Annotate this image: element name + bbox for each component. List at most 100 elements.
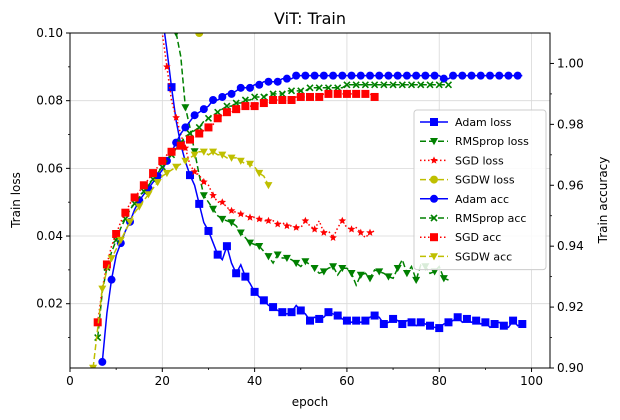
data-point: [278, 96, 287, 104]
data-point: [324, 89, 333, 98]
data-point: [319, 71, 328, 80]
legend-marker: [430, 194, 438, 203]
data-point: [343, 81, 351, 89]
data-point: [204, 114, 213, 122]
data-point: [380, 81, 388, 89]
data-point: [315, 314, 324, 323]
data-point: [297, 87, 305, 95]
data-point: [430, 268, 439, 276]
data-point: [518, 320, 527, 329]
data-point: [204, 226, 213, 235]
data-point: [209, 148, 218, 156]
data-point: [282, 74, 291, 83]
data-point: [264, 253, 273, 261]
data-point: [296, 306, 305, 315]
data-point: [264, 216, 273, 224]
data-point: [232, 99, 240, 107]
data-point: [199, 192, 208, 200]
data-point: [407, 318, 416, 327]
data-point: [306, 84, 314, 92]
data-point: [324, 84, 333, 92]
data-point: [190, 111, 199, 120]
marker-stroke: [435, 81, 443, 89]
marker-stroke: [251, 93, 259, 101]
data-point: [236, 229, 245, 237]
data-point: [310, 71, 319, 80]
data-point: [393, 71, 402, 80]
legend-marker: [430, 138, 438, 146]
legend-label: RMSprop acc: [455, 212, 526, 225]
data-point: [435, 81, 443, 89]
data-point: [264, 77, 273, 86]
data-point: [439, 275, 448, 283]
data-point: [375, 268, 384, 276]
left-y-tick-label: 0.04: [36, 229, 63, 243]
data-point: [370, 92, 379, 101]
data-point: [112, 230, 121, 238]
right-y-tick-label: 0.98: [557, 117, 584, 131]
marker-stroke: [186, 129, 194, 138]
data-point: [246, 239, 254, 247]
data-point: [371, 81, 379, 89]
legend-marker: [430, 253, 438, 261]
data-point: [352, 81, 360, 89]
data-point: [232, 269, 241, 278]
data-point: [439, 74, 448, 83]
legend-entry: Adam acc: [420, 193, 509, 206]
data-point: [333, 89, 342, 98]
chart-title: ViT: Train: [274, 9, 346, 28]
data-point: [416, 318, 425, 327]
data-point: [209, 191, 217, 199]
data-point: [462, 314, 471, 323]
data-point: [389, 81, 397, 89]
data-point: [135, 203, 144, 211]
data-point: [329, 263, 338, 271]
data-point: [310, 264, 319, 273]
data-point: [342, 89, 351, 98]
data-point: [357, 228, 365, 236]
left-y-tick-label: 0.06: [36, 161, 63, 175]
data-point: [250, 287, 259, 296]
legend-marker: [430, 156, 438, 164]
data-point: [273, 251, 282, 259]
marker-stroke: [269, 90, 277, 98]
legend-label: RMSprop loss: [455, 135, 529, 148]
marker-stroke: [334, 84, 342, 92]
data-point: [89, 364, 98, 368]
data-point: [98, 285, 107, 293]
marker-stroke: [214, 108, 222, 116]
data-point: [218, 215, 227, 224]
data-point: [163, 62, 171, 71]
data-point: [190, 167, 199, 175]
legend-entry: SGD loss: [420, 154, 504, 167]
legend: Adam loss RMSprop loss SGD loss SGDW loss Ad…: [413, 109, 547, 271]
legend-entry: SGD acc: [420, 231, 501, 244]
x-tick-label: 60: [339, 374, 354, 388]
data-point: [329, 71, 338, 80]
data-point: [107, 255, 116, 263]
data-point: [453, 313, 462, 322]
data-point: [149, 169, 158, 178]
data-point: [444, 318, 453, 327]
data-point: [342, 316, 351, 325]
data-point: [458, 71, 467, 80]
data-point: [356, 271, 365, 279]
marker-stroke: [444, 81, 453, 89]
left-y-tick-label: 0.02: [36, 297, 63, 311]
marker-stroke: [389, 81, 397, 89]
data-point: [412, 276, 421, 285]
data-point: [227, 89, 236, 98]
marker-stroke: [324, 84, 333, 92]
right-y-tick-label: 0.92: [557, 300, 584, 314]
marker-stroke: [260, 93, 268, 101]
data-point: [255, 169, 264, 178]
data-point: [315, 92, 324, 101]
data-point: [402, 71, 411, 80]
right-y-axis-label: Train accuracy: [596, 157, 610, 245]
data-point: [264, 182, 273, 190]
data-point: [167, 147, 176, 156]
x-tick-label: 80: [432, 374, 447, 388]
marker-stroke: [140, 187, 148, 195]
ticks: 0 20 40 60 80 100 0.02 0.04 0.06 0.08 0.10 0.90 0.92…: [36, 26, 583, 388]
marker-stroke: [278, 90, 286, 98]
